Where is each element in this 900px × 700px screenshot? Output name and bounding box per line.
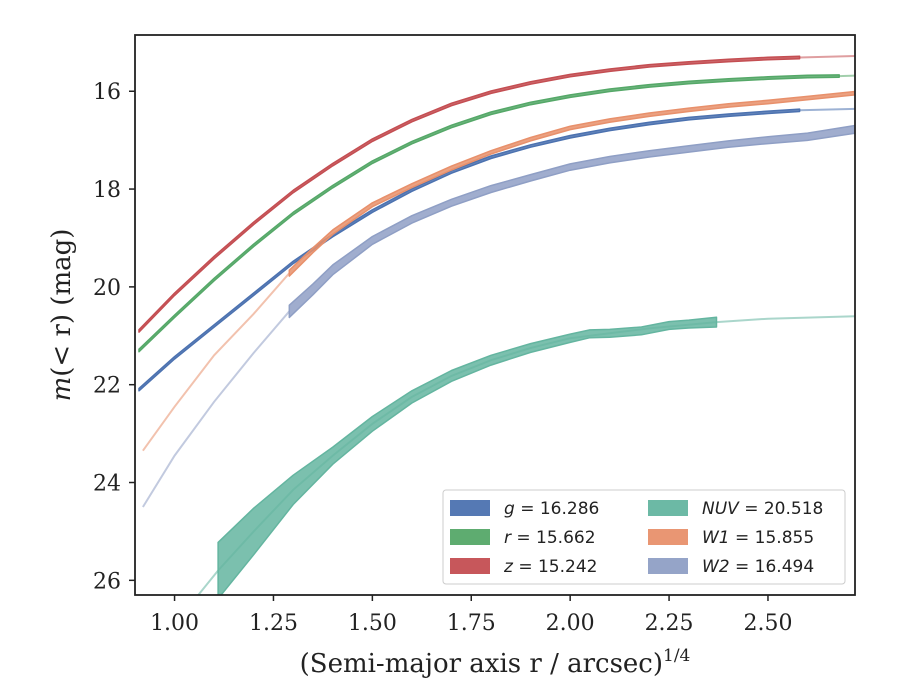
legend-swatch-nuv xyxy=(648,500,688,516)
series-w2-band xyxy=(288,124,855,319)
legend-swatch-z xyxy=(450,558,490,574)
legend-label-w1: W1 = 15.855 xyxy=(702,528,814,548)
legend-swatch-w2 xyxy=(648,558,688,574)
legend-label-r: r = 15.662 xyxy=(504,528,596,548)
series-nuv-band xyxy=(217,316,718,595)
y-tick-label: 18 xyxy=(93,178,121,203)
legend-label-nuv: NUV = 20.518 xyxy=(702,499,823,519)
legend-swatch-g xyxy=(450,500,490,516)
series-w2-extrapolation xyxy=(142,310,291,508)
legend-swatch-r xyxy=(450,529,490,545)
x-tick-label: 1.25 xyxy=(249,611,298,636)
legend: g = 16.286 r = 15.662 z = 15.242 NUV = 20.5… xyxy=(442,489,846,585)
x-tick-label: 2.50 xyxy=(743,611,792,636)
series-w1-extrapolation xyxy=(142,272,291,452)
series-g-band xyxy=(138,108,801,392)
y-tick-label: 22 xyxy=(93,374,121,399)
series-r-band xyxy=(138,74,840,353)
y-tick-label: 24 xyxy=(93,472,121,497)
x-tick-label: 1.75 xyxy=(447,611,496,636)
x-tick-label: 1.00 xyxy=(150,611,199,636)
x-tick-label: 2.00 xyxy=(546,611,595,636)
y-tick-label: 26 xyxy=(93,569,121,594)
series-w1-band xyxy=(288,90,855,277)
series-r-extrapolation xyxy=(839,74,855,78)
legend-box xyxy=(442,489,846,585)
series-z-band xyxy=(138,55,801,333)
legend-label-z: z = 15.242 xyxy=(503,557,597,577)
y-tick-label: 20 xyxy=(93,276,121,301)
axes-ticks: 1.00 1.25 1.50 1.75 2.00 2.25 2.50 16 18 20 22 24 26 xyxy=(93,80,792,636)
x-tick-label: 2.25 xyxy=(645,611,694,636)
x-tick-label: 1.50 xyxy=(348,611,397,636)
y-axis-label: m(< r) (mag) xyxy=(47,229,77,402)
legend-swatch-w1 xyxy=(648,529,688,545)
series-g-extrapolation xyxy=(799,107,855,112)
legend-label-g: g = 16.286 xyxy=(504,499,599,519)
plot-frame xyxy=(134,34,856,596)
series-z-extrapolation xyxy=(799,55,855,59)
plot-area xyxy=(138,55,855,595)
y-tick-label: 16 xyxy=(93,80,121,105)
legend-label-w2: W2 = 16.494 xyxy=(702,557,814,577)
x-axis-label: (Semi-major axis r / arcsec)1/4 xyxy=(300,646,691,679)
